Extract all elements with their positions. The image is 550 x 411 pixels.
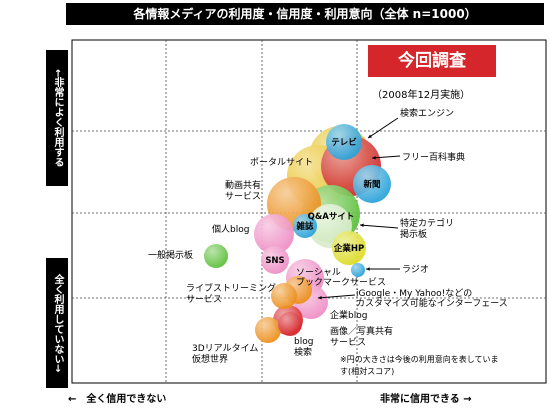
bubble-label: テレビ [331, 137, 357, 148]
bubble-label: 個人blog [212, 223, 249, 235]
x-axis-label-left: ← 全く信用できない [68, 394, 167, 405]
bubble-14 [351, 263, 365, 277]
y-axis-label-bottom: 全く利用していない→ [46, 258, 68, 388]
leader-arrowhead [372, 156, 376, 160]
bubble-label: サービス [225, 191, 261, 202]
bubble-18 [271, 283, 297, 309]
chart-title: 各情報メディアの利用度・信用度・利用意向（全体 n=1000） [66, 3, 544, 25]
bubble-label: ブックマークサービス [296, 276, 386, 288]
bubble-label: Q&Aサイト [308, 212, 355, 222]
bubble-2 [326, 124, 362, 160]
plot-frame [71, 39, 547, 384]
survey-badge: 今回調査 [368, 45, 496, 77]
bubble-label: 3Dリアルタイム [192, 343, 258, 354]
bubble-11 [332, 231, 366, 265]
bubble-label: 掲示板 [400, 228, 427, 240]
leader-line [359, 224, 399, 229]
bubble-label: 検索エンジン [400, 107, 454, 119]
bubble-10 [254, 214, 294, 254]
leader-line [317, 294, 356, 299]
bubble-size-note: ※円の大きさは今後の利用意向を表しています(相対スコア) [340, 355, 499, 376]
leader-arrowhead [360, 223, 364, 228]
leader-line [367, 117, 399, 139]
bubble-label: 雑誌 [295, 221, 314, 232]
y-axis-label-top: ←非常によく利用する [46, 50, 68, 186]
leader-arrowhead [366, 267, 370, 271]
bubble-13 [204, 244, 228, 268]
bubble-21 [255, 317, 281, 343]
bubble-label: 企業HP [333, 243, 364, 254]
bubble-label: 企業blog [330, 309, 367, 321]
x-axis-label-right: 非常に信用できる → [380, 394, 472, 405]
bubble-20 [278, 312, 302, 336]
bubble-label: ライブストリーミング [186, 282, 276, 294]
bubble-label: ポータルサイト [250, 157, 313, 168]
bubble-label: 一般掲示板 [148, 249, 193, 261]
bubble-label: 画像／写真共有 [330, 325, 393, 337]
leader-arrowhead [368, 134, 372, 138]
bubble-12 [261, 246, 289, 274]
bubble-label: 特定カテゴリ [400, 217, 454, 229]
bubble-label: 動画共有 [225, 179, 261, 191]
bubble-label: iGoogle・My Yahoo!などの [356, 288, 472, 299]
bubble-label: 仮想世界 [192, 353, 228, 365]
bubble-label: ラジオ [402, 264, 429, 275]
leader-arrowhead [318, 295, 322, 300]
bubble-label: ソーシャル [296, 268, 341, 278]
bubble-label: SNS [265, 256, 284, 266]
leader-line [371, 155, 401, 159]
bubble-label: 検索 [294, 346, 312, 358]
bubble-label: フリー百科事典 [402, 151, 465, 163]
bubble-label: サービス [330, 337, 366, 348]
bubble-label: blog [294, 337, 313, 347]
bubble-5 [353, 165, 391, 203]
bubble-label: サービス [186, 294, 222, 305]
survey-date: （2008年12月実施） [372, 90, 471, 101]
bubble-9 [293, 214, 317, 238]
bubble-label: カスタマイズ可能なインターフェース [356, 297, 508, 309]
bubble-label: 新聞 [363, 179, 380, 190]
